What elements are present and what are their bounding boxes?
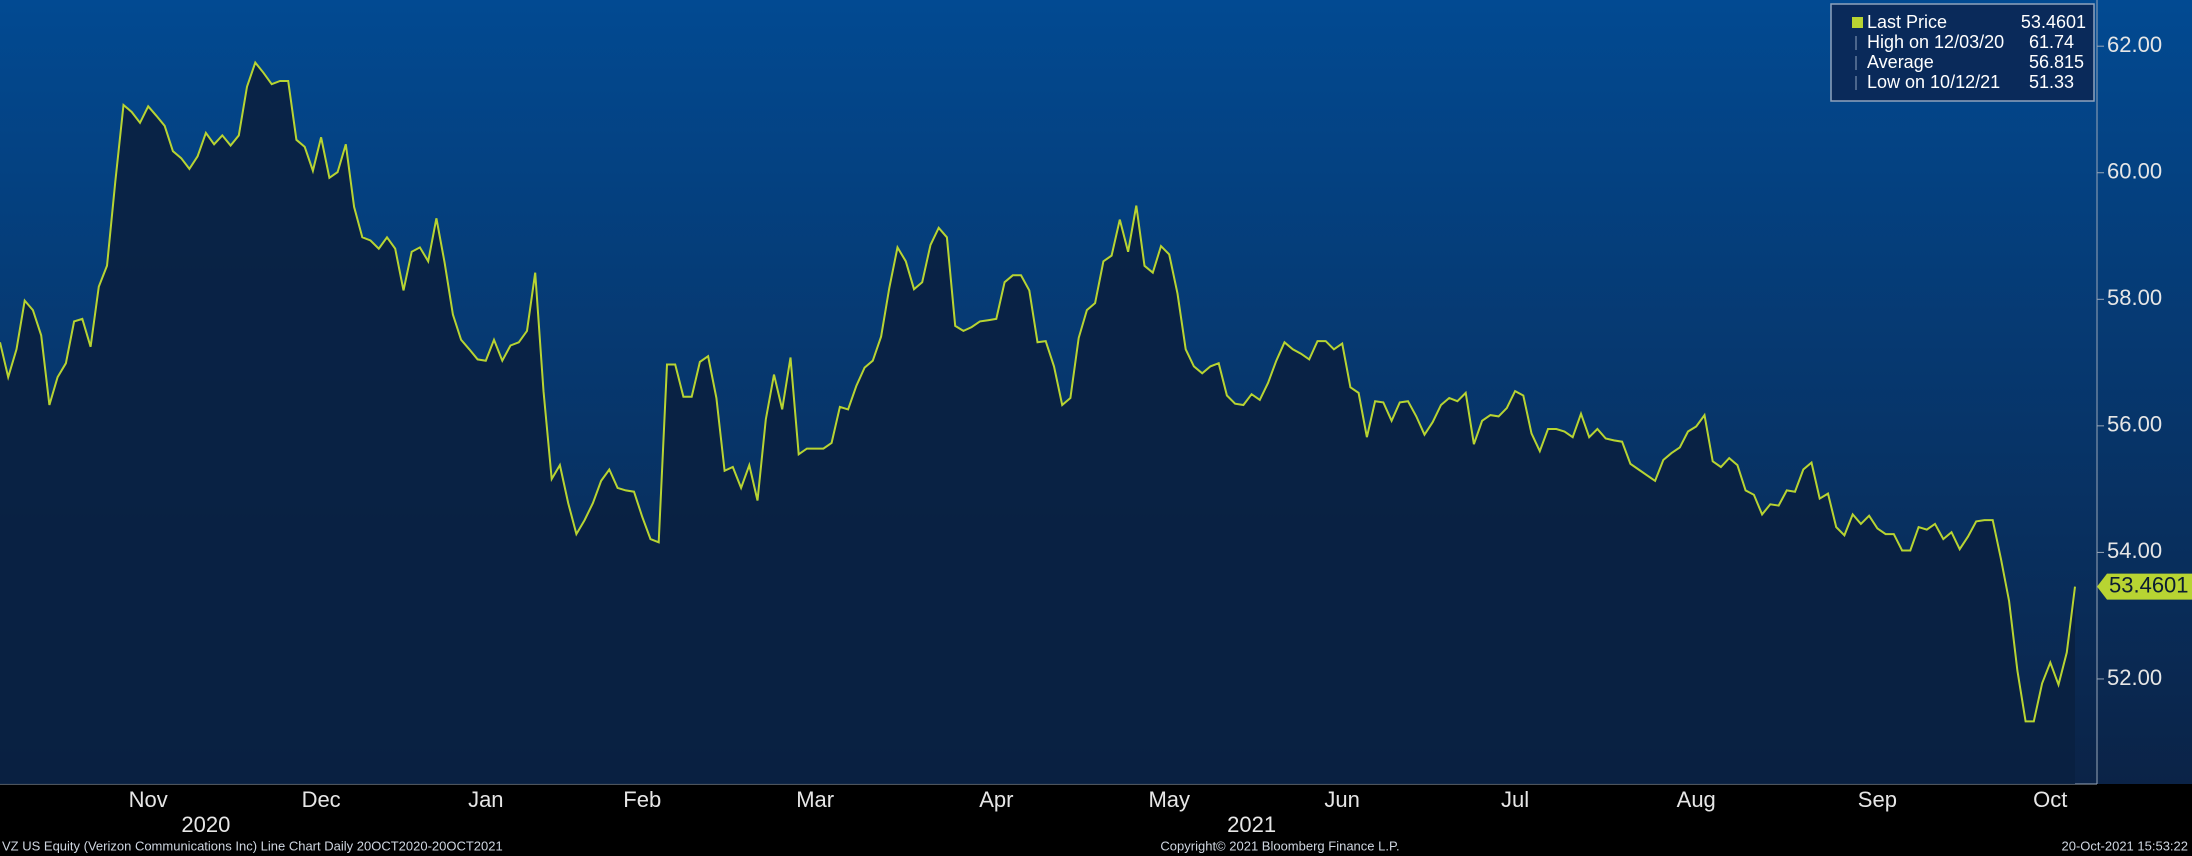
legend-value: 61.74 bbox=[2029, 32, 2074, 52]
legend: Last Price 53.4601 High on 12/03/20 61.74 Av… bbox=[1852, 12, 2086, 92]
x-tick-label: May bbox=[1148, 787, 1190, 812]
x-tick-label: Aug bbox=[1677, 787, 1716, 812]
legend-label: Last Price bbox=[1867, 12, 1947, 32]
x-tick-label: Jul bbox=[1501, 787, 1529, 812]
price-line bbox=[0, 60, 2076, 723]
last-price-tag bbox=[2097, 573, 2192, 600]
footer-right: 20-Oct-2021 15:53:22 bbox=[2062, 838, 2188, 853]
axis-background bbox=[0, 784, 2192, 856]
legend-value: 56.815 bbox=[2029, 52, 2084, 72]
legend-box bbox=[1830, 3, 2095, 102]
legend-value: 53.4601 bbox=[2021, 12, 2086, 32]
y-tick-label: 52.00 bbox=[2107, 665, 2162, 690]
footer-left: VZ US Equity (Verizon Communications Inc… bbox=[2, 838, 503, 853]
y-tick-label: 62.00 bbox=[2107, 32, 2162, 57]
y-tick-label: 60.00 bbox=[2107, 159, 2162, 184]
legend-marker bbox=[1852, 17, 1863, 28]
x-tick-label: Nov bbox=[129, 787, 168, 812]
legend-label: Low on 10/12/21 bbox=[1867, 72, 2000, 92]
legend-value: 51.33 bbox=[2029, 72, 2074, 92]
x-tick-label: Apr bbox=[979, 787, 1013, 812]
x-tick-label: Jun bbox=[1324, 787, 1359, 812]
last-price-label: 53.4601 bbox=[2109, 572, 2189, 597]
x-tick-label: Dec bbox=[302, 787, 341, 812]
year-label: 2020 bbox=[181, 812, 230, 837]
year-label: 2021 bbox=[1227, 812, 1276, 837]
x-tick-label: Feb bbox=[623, 787, 661, 812]
x-tick-label: Jan bbox=[468, 787, 503, 812]
footer-center: Copyright© 2021 Bloomberg Finance L.P. bbox=[1160, 838, 1399, 853]
y-tick-label: 54.00 bbox=[2107, 538, 2162, 563]
legend-label: Average bbox=[1867, 52, 1934, 72]
area bbox=[0, 62, 2075, 785]
y-tick-label: 58.00 bbox=[2107, 285, 2162, 310]
x-tick-label: Sep bbox=[1858, 787, 1897, 812]
plot bbox=[0, 60, 2076, 785]
x-tick-label: Oct bbox=[2033, 787, 2067, 812]
y-tick-label: 56.00 bbox=[2107, 412, 2162, 437]
legend-label: High on 12/03/20 bbox=[1867, 32, 2004, 52]
x-tick-label: Mar bbox=[796, 787, 834, 812]
